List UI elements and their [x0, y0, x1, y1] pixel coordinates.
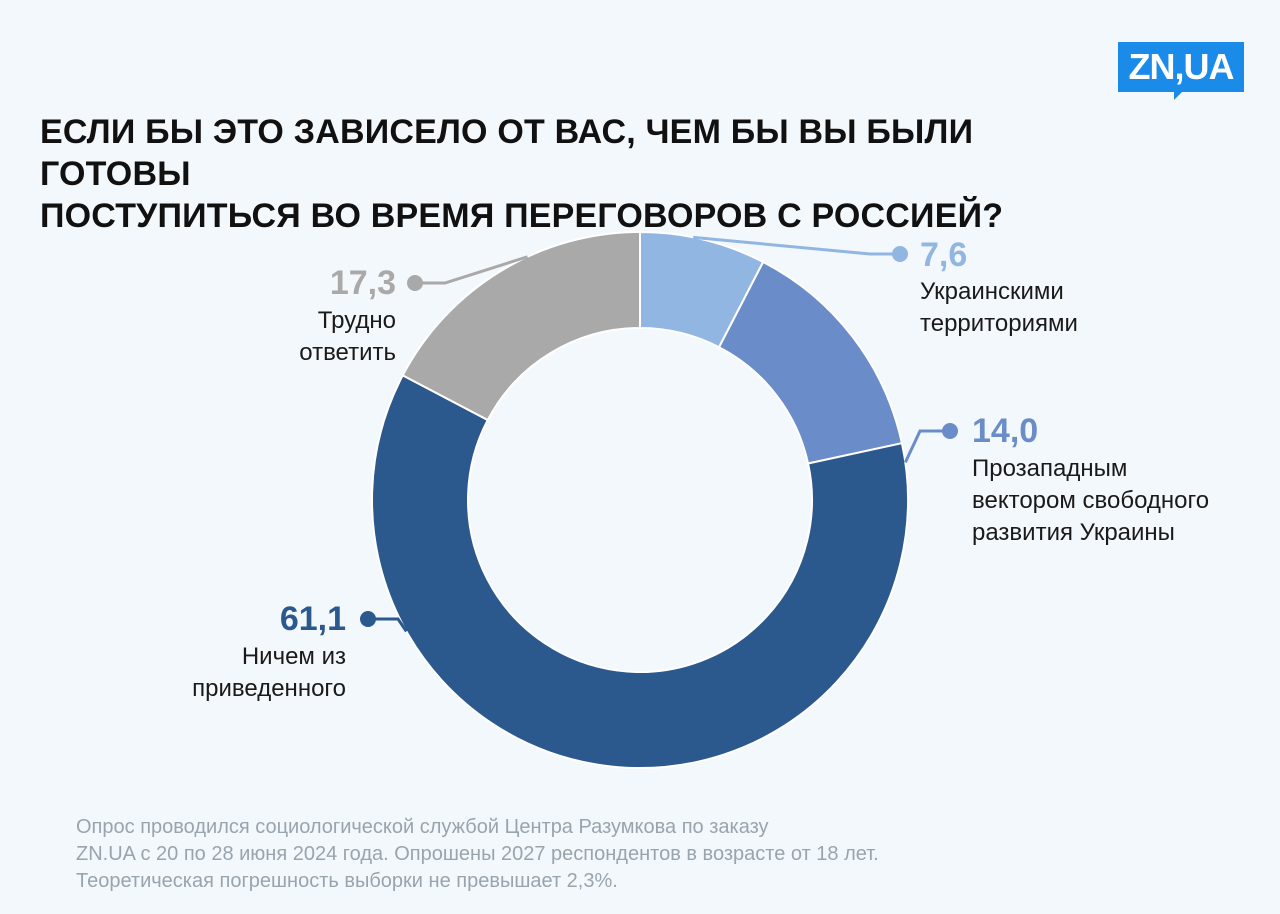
- leader-dot: [407, 275, 423, 291]
- value-label-nothing-listed: 61,1: [279, 600, 346, 638]
- label-line: развития Украины: [972, 519, 1175, 546]
- chart-title: ЕСЛИ БЫ ЭТО ЗАВИСЕЛО ОТ ВАС, ЧЕМ БЫ ВЫ Б…: [40, 111, 1090, 237]
- value-label-hard-to-say: 17,3: [329, 264, 396, 302]
- label-line: вектором свободного: [972, 487, 1210, 514]
- logo-text: ZN,UA: [1128, 46, 1235, 87]
- label-line: приведенного: [192, 675, 346, 702]
- zn-ua-logo: ZN,UA: [1118, 42, 1244, 100]
- source-line-2: ZN.UA с 20 по 28 июня 2024 года. Опрошен…: [76, 843, 879, 865]
- title-line-2: ПОСТУПИТЬСЯ ВО ВРЕМЯ ПЕРЕГОВОРОВ С РОССИ…: [40, 197, 1004, 235]
- label-ukrainian-territories: Украинскими территориями: [920, 276, 1078, 340]
- label-line: территориями: [920, 310, 1078, 337]
- source-line-3: Теоретическая погрешность выборки не пре…: [76, 870, 618, 892]
- label-line: Ничем из: [241, 643, 346, 670]
- label-hard-to-say: Трудно ответить: [196, 305, 396, 369]
- label-pro-western-vector: Прозападным вектором свободного развития…: [972, 453, 1209, 549]
- donut-slice: [371, 373, 909, 769]
- leader-dot: [360, 611, 376, 627]
- donut-slice: [717, 260, 904, 465]
- value-label-ukrainian-territories: 7,6: [920, 236, 968, 274]
- title-line-1: ЕСЛИ БЫ ЭТО ЗАВИСЕЛО ОТ ВАС, ЧЕМ БЫ ВЫ Б…: [40, 113, 974, 193]
- leader-line: [693, 235, 900, 256]
- leader-line: [368, 617, 408, 633]
- leader-line: [415, 255, 528, 285]
- source-line-1: Опрос проводился социологической службой…: [76, 816, 769, 838]
- label-line: ответить: [299, 339, 396, 366]
- leader-line: [903, 429, 950, 464]
- value-label-pro-western-vector: 14,0: [972, 412, 1039, 450]
- label-line: Трудно: [317, 307, 396, 334]
- label-line: Украинскими: [920, 278, 1064, 305]
- leader-dot: [942, 423, 958, 439]
- leader-dot: [892, 246, 908, 262]
- label-nothing-listed: Ничем из приведенного: [146, 641, 346, 705]
- label-line: Прозападным: [972, 455, 1128, 482]
- survey-source-note: Опрос проводился социологической службой…: [76, 814, 1176, 895]
- donut-slice: [401, 230, 641, 422]
